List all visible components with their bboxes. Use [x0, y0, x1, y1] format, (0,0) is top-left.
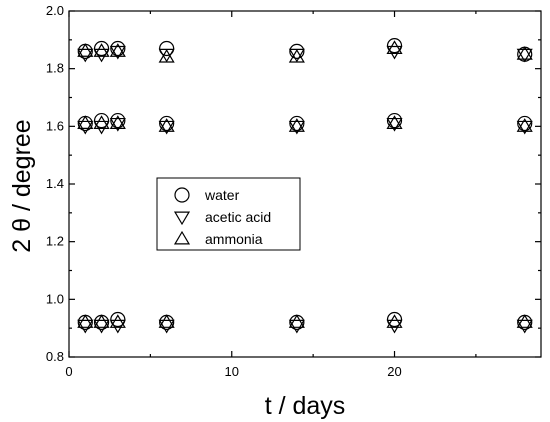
triangle-down-point: [386, 319, 403, 334]
triangle-down-point: [109, 45, 126, 60]
triangle-up-point: [77, 43, 94, 57]
triangle-down-point: [109, 117, 126, 132]
circle-point: [110, 112, 126, 129]
circle-point: [93, 112, 110, 129]
triangle-up-point: [386, 40, 403, 54]
triangle-up-point: [109, 314, 126, 328]
data-points: [77, 37, 533, 334]
x-axis-title: t / days: [265, 392, 346, 420]
y-tick-label: 1.0: [46, 291, 64, 306]
triangle-up-point: [93, 115, 110, 129]
axis-tick-labels: 0 10 20 0.8 1.0 1.2 1.4 1.6 1.8 2.0: [46, 3, 402, 379]
triangle-down-point: [77, 319, 94, 334]
circle-point: [159, 40, 175, 57]
circle-point: [93, 40, 110, 57]
legend-label: acetic acid: [205, 209, 271, 225]
triangle-up-point: [516, 314, 533, 328]
triangle-down-point: [77, 120, 94, 135]
legend-circle-icon: [174, 187, 190, 203]
triangle-down-point: [93, 48, 110, 63]
circle-point: [289, 115, 305, 132]
x-tick-label: 20: [387, 364, 401, 379]
circle-point: [159, 115, 175, 132]
circle-point: [110, 311, 126, 328]
triangle-down-point: [109, 319, 126, 334]
y-axis-title: 2 θ / degree: [8, 119, 36, 252]
triangle-down-point: [516, 319, 533, 334]
circle-point: [110, 40, 126, 57]
circle-point: [517, 115, 533, 132]
triangle-up-point: [158, 314, 175, 328]
y-tick-label: 1.2: [46, 234, 64, 249]
triangle-up-point: [158, 118, 175, 132]
circle-point: [386, 112, 403, 129]
triangle-down-point: [516, 48, 533, 63]
legend: water acetic acid ammonia: [156, 177, 301, 251]
y-tick-label: 1.6: [46, 118, 64, 133]
legend-box: [156, 177, 301, 251]
triangle-up-point: [516, 118, 533, 132]
series-water: [77, 37, 533, 330]
circle-point: [289, 43, 305, 59]
triangle-up-point: [386, 115, 403, 129]
triangle-down-point: [288, 319, 305, 334]
triangle-up-point: [93, 43, 110, 57]
triangle-up-point: [288, 118, 305, 132]
triangle-down-point: [288, 120, 305, 135]
x-tick-label: 0: [65, 364, 72, 379]
series-ammonia: [77, 40, 533, 328]
legend-triangle-down-icon: [173, 211, 191, 226]
circle-point: [386, 311, 403, 328]
y-tick-label: 1.4: [46, 176, 64, 191]
triangle-up-point: [288, 48, 305, 63]
triangle-down-point: [158, 319, 175, 334]
triangle-up-point: [109, 115, 126, 129]
series-acetic-acid: [77, 45, 533, 334]
y-tick-label: 0.8: [46, 349, 64, 364]
circle-point: [386, 37, 403, 54]
triangle-down-point: [93, 120, 110, 135]
triangle-down-point: [77, 48, 94, 63]
triangle-up-point: [77, 115, 94, 129]
legend-items: water acetic acid ammonia: [173, 187, 271, 247]
legend-label: water: [204, 187, 240, 203]
triangle-up-point: [288, 314, 305, 328]
triangle-up-point: [516, 46, 533, 60]
plot-frame: [68, 10, 542, 358]
y-tick-label: 2.0: [46, 3, 64, 18]
triangle-down-point: [386, 45, 403, 60]
x-tick-label: 10: [225, 364, 239, 379]
triangle-up-point: [77, 314, 94, 328]
triangle-down-point: [386, 117, 403, 132]
triangle-up-point: [109, 43, 126, 57]
triangle-up-point: [93, 314, 110, 328]
triangle-up-point: [386, 314, 403, 328]
triangle-up-point: [158, 48, 175, 63]
legend-triangle-up-icon: [173, 230, 191, 245]
axis-ticks: [68, 10, 541, 358]
triangle-down-point: [516, 120, 533, 135]
triangle-down-point: [158, 120, 175, 135]
triangle-down-point: [93, 319, 110, 334]
legend-label: ammonia: [205, 231, 263, 247]
y-tick-label: 1.8: [46, 61, 64, 76]
